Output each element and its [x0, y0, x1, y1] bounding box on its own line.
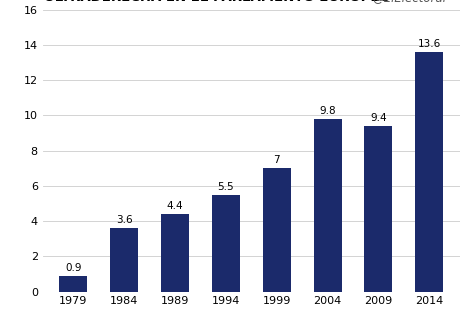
Text: 0.9: 0.9: [65, 262, 82, 272]
Bar: [161, 214, 189, 292]
Text: ULTRADERECHA EN EL PARLAMENTO EUROPEO: ULTRADERECHA EN EL PARLAMENTO EUROPEO: [45, 0, 391, 4]
Bar: [263, 168, 291, 292]
Bar: [110, 228, 138, 292]
Bar: [212, 195, 240, 292]
Text: 4.4: 4.4: [166, 201, 183, 211]
Text: 5.5: 5.5: [218, 181, 234, 191]
Bar: [59, 276, 87, 292]
Text: 9.8: 9.8: [319, 106, 336, 116]
Text: 7: 7: [273, 155, 280, 165]
Bar: [365, 126, 392, 292]
Text: @ElElectoral: @ElElectoral: [373, 0, 447, 4]
Bar: [313, 119, 341, 292]
Text: 13.6: 13.6: [418, 39, 441, 49]
Bar: [415, 52, 443, 292]
Text: 3.6: 3.6: [116, 215, 132, 225]
Text: 9.4: 9.4: [370, 113, 387, 123]
